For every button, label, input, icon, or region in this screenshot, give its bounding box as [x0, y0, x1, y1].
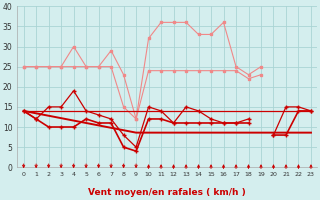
X-axis label: Vent moyen/en rafales ( km/h ): Vent moyen/en rafales ( km/h ) — [88, 188, 246, 197]
